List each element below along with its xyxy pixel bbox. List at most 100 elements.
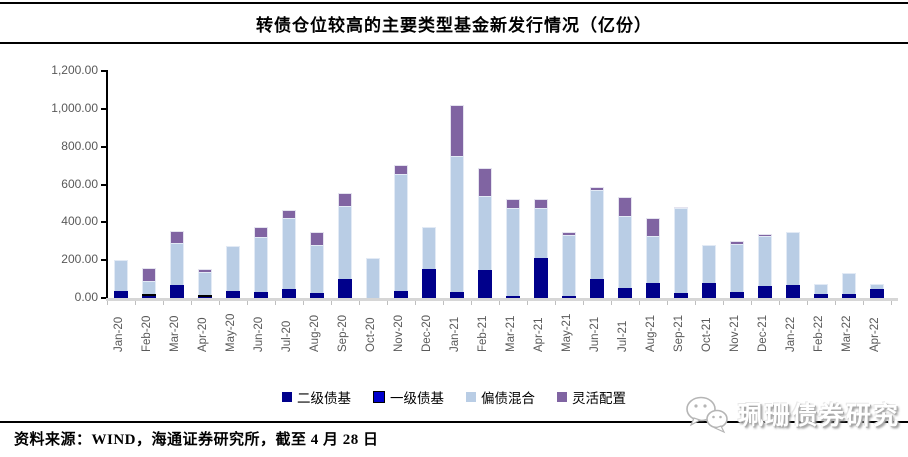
- stacked-bar-apr-20: [198, 269, 212, 298]
- y-axis-tick-label: 600.00: [61, 176, 98, 191]
- x-axis-tick: [247, 301, 248, 305]
- x-axis-tick: [667, 301, 668, 305]
- bar-segment-偏债混合: [114, 260, 128, 291]
- x-axis-month-label: Aug-20: [309, 314, 321, 352]
- x-axis-month-label: Mar-21: [505, 315, 517, 352]
- x-axis-month-label: Jan-22: [785, 316, 797, 352]
- bar-segment-二级债基: [814, 294, 828, 298]
- bar-segment-二级债基: [422, 269, 436, 298]
- x-axis-month-label: Apr-22: [869, 317, 881, 352]
- y-axis-tick: [101, 297, 107, 299]
- bar-segment-偏债混合: [562, 235, 576, 296]
- x-axis-baseline: [106, 298, 898, 301]
- bar-segment-二级债基: [618, 288, 632, 298]
- x-axis-tick: [135, 301, 136, 305]
- bar-segment-偏债混合: [310, 245, 324, 293]
- bar-segment-偏债混合: [170, 243, 184, 285]
- bar-segment-二级债基: [170, 285, 184, 298]
- x-axis-month-label: Mar-20: [169, 315, 181, 352]
- x-axis-tick: [807, 301, 808, 305]
- x-axis-tick: [723, 301, 724, 305]
- stacked-bar-nov-21: [730, 241, 744, 298]
- x-axis-month-label: Mar-22: [841, 315, 853, 352]
- y-axis-tick-label: 1,000.00: [51, 100, 98, 115]
- stacked-bar-apr-22: [870, 284, 884, 298]
- bar-segment-灵活配置: [590, 187, 604, 190]
- bar-segment-偏债混合: [366, 258, 380, 298]
- bar-segment-二级债基: [786, 285, 800, 298]
- bar-segment-偏债混合: [506, 208, 520, 296]
- bar-segment-偏债混合: [142, 281, 156, 294]
- stacked-bar-jan-22: [786, 232, 800, 298]
- footer-rule: [0, 421, 908, 423]
- x-axis-tick: [359, 301, 360, 305]
- x-axis-month-label: Jun-21: [589, 316, 601, 352]
- bar-segment-偏债混合: [786, 232, 800, 285]
- x-axis-month-label: Feb-22: [813, 315, 825, 352]
- legend-swatch: [557, 392, 567, 402]
- x-axis-tick: [303, 301, 304, 305]
- y-axis-tick-label: 0.00: [74, 290, 98, 304]
- legend-swatch: [282, 392, 292, 402]
- bar-segment-偏债混合: [646, 236, 660, 283]
- bar-segment-灵活配置: [254, 227, 268, 237]
- x-axis-tick: [499, 301, 500, 305]
- y-axis-tick: [101, 183, 107, 186]
- x-axis-month-label: Jan-21: [449, 316, 461, 352]
- x-axis-month-label: Nov-20: [393, 314, 405, 352]
- bar-segment-偏债混合: [226, 246, 240, 291]
- y-axis-line: [106, 70, 108, 299]
- bar-segment-偏债混合: [870, 284, 884, 289]
- stacked-bar-feb-21: [478, 168, 492, 298]
- stacked-bar-aug-21: [646, 218, 660, 298]
- y-axis-tick: [101, 145, 107, 148]
- x-axis-month-label: Dec-21: [757, 314, 769, 352]
- bar-segment-二级债基: [310, 293, 324, 298]
- x-axis-tick: [779, 301, 780, 305]
- bar-segment-灵活配置: [478, 168, 492, 196]
- x-axis-month-label: Jun-20: [253, 316, 265, 352]
- x-axis-month-label: Dec-20: [421, 314, 433, 352]
- title-underline-rule: [0, 42, 908, 44]
- bar-segment-灵活配置: [618, 197, 632, 216]
- bar-segment-偏债混合: [730, 244, 744, 292]
- stacked-bar-dec-20: [422, 227, 436, 298]
- bar-segment-二级债基: [534, 258, 548, 298]
- bar-segment-二级债基: [338, 279, 352, 298]
- bar-segment-灵活配置: [674, 207, 688, 208]
- stacked-bar-aug-20: [310, 232, 324, 298]
- legend-label: 偏债混合: [481, 391, 535, 406]
- bar-segment-偏债混合: [674, 208, 688, 293]
- x-axis-month-label: Feb-21: [477, 315, 489, 352]
- x-axis-tick: [331, 301, 332, 305]
- stacked-bar-may-21: [562, 232, 576, 298]
- stacked-bar-sep-21: [674, 207, 688, 298]
- y-axis-tick: [101, 259, 107, 262]
- bar-segment-二级债基: [562, 296, 576, 298]
- y-axis-tick-label: 200.00: [61, 252, 98, 267]
- x-axis-month-label: Aug-21: [645, 314, 657, 352]
- bar-segment-灵活配置: [534, 199, 548, 208]
- y-axis-tick-label: 400.00: [61, 214, 98, 229]
- x-axis-month-label: Apr-21: [533, 317, 545, 352]
- x-axis-tick: [471, 301, 472, 305]
- bar-segment-二级债基: [114, 291, 128, 298]
- bar-segment-二级债基: [506, 296, 520, 298]
- legend-swatch: [373, 391, 385, 403]
- x-axis-month-label: Oct-20: [365, 317, 377, 352]
- stacked-bar-oct-20: [366, 258, 380, 298]
- bar-segment-灵活配置: [170, 231, 184, 243]
- bar-segment-二级债基: [142, 296, 156, 298]
- x-axis-month-label: Sep-20: [337, 314, 349, 352]
- bar-segment-二级债基: [450, 292, 464, 298]
- x-axis-tick: [415, 301, 416, 305]
- bar-segment-二级债基: [646, 283, 660, 298]
- x-axis-month-label: Apr-20: [197, 317, 209, 352]
- stacked-bar-sep-20: [338, 193, 352, 298]
- bar-segment-灵活配置: [142, 268, 156, 281]
- source-note: 资料来源：WIND，海通证券研究所，截至 4 月 28 日: [14, 432, 379, 448]
- x-axis-tick: [107, 301, 108, 305]
- legend-item-灵活配置: 灵活配置: [557, 387, 626, 407]
- bar-segment-二级债基: [282, 289, 296, 298]
